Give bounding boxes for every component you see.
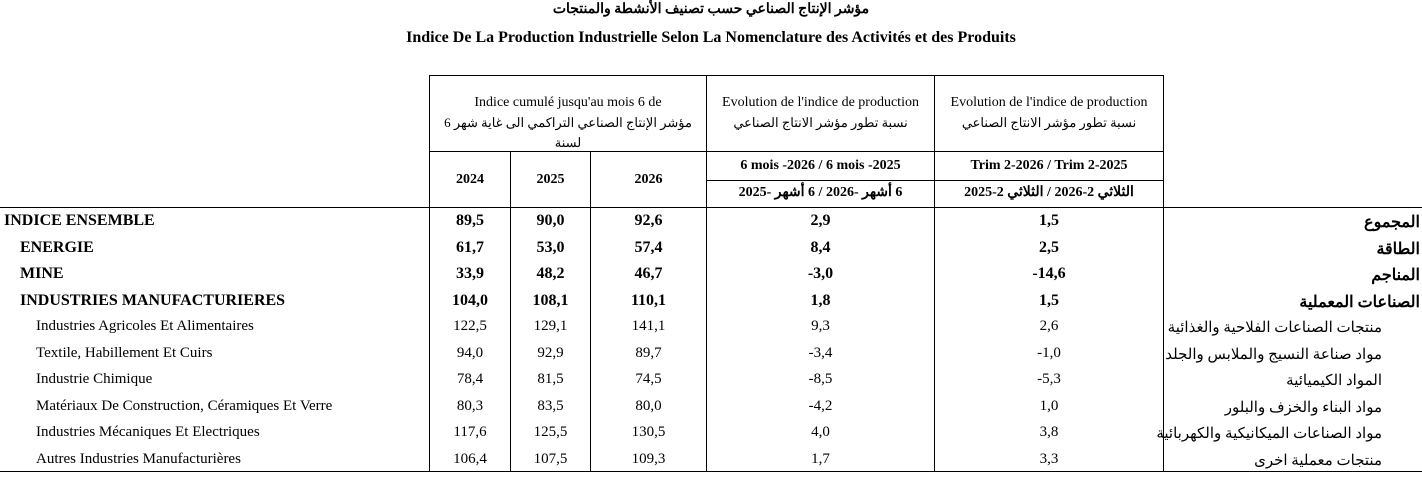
header-year-2025: 2025 [536, 172, 565, 187]
value-evo-6m: 2,9 [810, 212, 831, 229]
table-row: Industries Agricoles Et Alimentaires 122,… [0, 315, 1422, 341]
value-2025: 83,5 [537, 397, 564, 414]
value-2025: 81,5 [537, 371, 564, 387]
row-label-fr: Industries Mécaniques Et Electriques [36, 424, 260, 440]
table-row: MINE 33,9 48,2 46,7 -3,0 -14,6 المناجم [0, 262, 1422, 288]
table-row: Industrie Chimique 78,4 81,5 74,5 -8,5 -5,3 ال… [0, 368, 1422, 394]
value-evo-trim: 2,5 [1039, 238, 1059, 256]
value-2026: 80,0 [635, 397, 662, 414]
value-2026: 109,3 [631, 450, 666, 467]
header-evotrim-ar: نسبة تطور مؤشر الانتاج الصناعي [961, 115, 1137, 130]
table-row: Textile, Habillement Et Cuirs 94,0 92,9 89,… [0, 342, 1422, 368]
table-row: ENERGIE 61,7 53,0 57,4 8,4 2,5 الطاقة [0, 236, 1422, 262]
value-evo-trim: 3,8 [1039, 424, 1059, 440]
value-2024: 122,5 [453, 318, 487, 334]
row-label-fr: Autres Industries Manufacturières [36, 450, 241, 467]
header-year-2024: 2024 [456, 172, 484, 187]
value-evo-trim: 2,6 [1039, 318, 1059, 334]
value-evo-6m: 9,3 [811, 318, 830, 334]
value-evo-trim: 1,5 [1039, 291, 1059, 309]
value-evo-6m: -4,2 [808, 397, 833, 414]
value-evo-6m: 1,7 [811, 450, 830, 467]
value-2026: 141,1 [631, 318, 666, 334]
value-2024: 94,0 [456, 344, 484, 361]
title-arabic: مؤشر الإنتاج الصناعي حسب تصنيف الأنشطة و… [552, 2, 870, 17]
value-evo-6m: 1,8 [810, 291, 831, 309]
row-label-ar: المناجم [1371, 267, 1420, 284]
row-label-fr: Industrie Chimique [36, 371, 153, 387]
value-2026: 130,5 [631, 424, 666, 440]
value-2025: 90,0 [536, 212, 565, 229]
value-2024: 61,7 [456, 238, 484, 256]
value-evo-trim: 1,5 [1039, 212, 1059, 229]
table-row: Industries Mécaniques Et Electriques 117,… [0, 421, 1422, 447]
header-evotrim-period-ar: الثلاثي 2-2026 / الثلاثي 2-2025 [964, 185, 1134, 200]
row-label-ar: منتجات معملية اخرى [1254, 452, 1382, 469]
table-row: Matériaux De Construction, Céramiques Et… [0, 395, 1422, 421]
row-label-fr: Industries Agricoles Et Alimentaires [36, 318, 254, 334]
value-2025: 53,0 [536, 238, 565, 256]
value-2026: 110,1 [630, 291, 667, 309]
row-label-ar: مواد البناء والخزف والبلور [1224, 399, 1382, 416]
value-2024: 80,3 [456, 397, 484, 414]
value-evo-6m: 8,4 [810, 238, 831, 256]
row-label-fr: INDUSTRIES MANUFACTURIERES [20, 291, 286, 309]
row-label-ar: الصناعات المعملية [1299, 293, 1420, 311]
value-2026: 74,5 [635, 371, 662, 387]
value-evo-trim: -14,6 [1032, 265, 1066, 282]
header-evo6m-period-ar: 6 أشهر -2026 / 6 أشهر -2025 [738, 185, 903, 200]
header-evotrim-period-fr: Trim 2-2026 / Trim 2-2025 [970, 158, 1128, 173]
table-row: INDICE ENSEMBLE 89,5 90,0 92,6 2,9 1,5 المجموع [0, 209, 1422, 235]
header-evo6m-period-fr: 6 mois -2026 / 6 mois -2025 [740, 158, 901, 173]
value-evo-trim: 3,3 [1039, 450, 1059, 467]
row-label-fr: INDICE ENSEMBLE [4, 212, 155, 229]
value-2025: 48,2 [536, 265, 565, 282]
header-evotrim-fr: Evolution de l'indice de production [950, 95, 1148, 110]
value-evo-6m: -3,4 [808, 344, 833, 361]
value-2025: 92,9 [537, 344, 564, 361]
value-2026: 46,7 [634, 265, 663, 282]
header-cumul-ar: مؤشر الإنتاج الصناعي التراكمي الى غاية ش… [444, 115, 692, 150]
value-2025: 108,1 [532, 291, 569, 309]
title-french: Indice De La Production Industrielle Sel… [406, 29, 1016, 46]
value-2026: 92,6 [634, 212, 663, 229]
row-label-ar: المواد الكيميائية [1286, 373, 1382, 389]
row-label-fr: Matériaux De Construction, Céramiques Et… [36, 397, 333, 414]
row-label-ar: الطاقة [1376, 240, 1420, 258]
row-label-ar: المجموع [1364, 214, 1420, 231]
row-label-ar: منتجات الصناعات الفلاحية والغذائية [1167, 320, 1382, 336]
header-cumul-fr: Indice cumulé jusqu'au mois 6 de [474, 95, 662, 110]
value-2024: 78,4 [456, 371, 484, 387]
table-row: INDUSTRIES MANUFACTURIERES 104,0 108,1 110,… [0, 289, 1422, 315]
row-label-fr: Textile, Habillement Et Cuirs [36, 344, 213, 361]
value-2024: 106,4 [453, 450, 487, 467]
value-evo-trim: 1,0 [1039, 397, 1059, 414]
header-evo6m-ar: نسبة تطور مؤشر الانتاج الصناعي [733, 115, 908, 130]
value-2026: 89,7 [635, 344, 662, 361]
row-label-ar: مواد صناعة النسيج والملابس والجلد [1165, 346, 1382, 363]
value-2024: 33,9 [456, 265, 484, 282]
value-2024: 104,0 [452, 291, 488, 309]
row-label-fr: ENERGIE [20, 238, 94, 256]
header-evo6m-fr: Evolution de l'indice de production [722, 95, 919, 110]
value-2025: 129,1 [533, 318, 568, 334]
value-evo-6m: -8,5 [808, 371, 833, 387]
table-row: Autres Industries Manufacturières 106,4 10… [0, 448, 1422, 474]
value-evo-trim: -5,3 [1037, 371, 1061, 387]
row-label-ar: مواد الصناعات الميكانيكية والكهربائية [1156, 426, 1382, 442]
value-2025: 125,5 [533, 424, 568, 440]
row-label-fr: MINE [20, 265, 64, 282]
value-evo-6m: 4,0 [811, 424, 830, 440]
value-evo-trim: -1,0 [1037, 344, 1061, 361]
value-evo-6m: -3,0 [807, 265, 834, 282]
value-2024: 89,5 [456, 212, 484, 229]
value-2025: 107,5 [533, 450, 568, 467]
header-year-2026: 2026 [634, 172, 663, 187]
value-2026: 57,4 [634, 238, 663, 256]
value-2024: 117,6 [453, 424, 487, 440]
